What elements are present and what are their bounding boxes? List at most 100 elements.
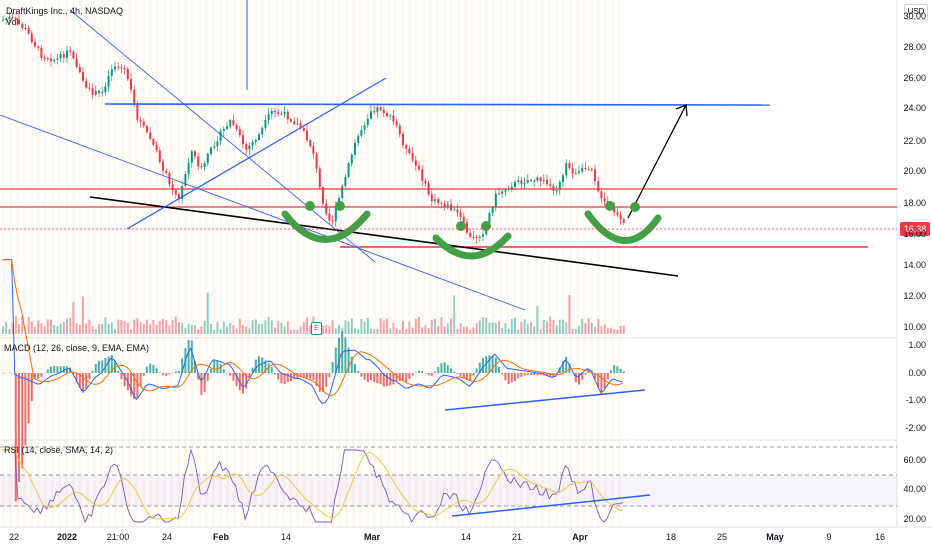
macd-histogram-bar	[414, 372, 417, 374]
candle-body	[478, 236, 481, 238]
session-stripe	[170, 0, 173, 527]
volume-bar	[469, 329, 472, 334]
volume-bar	[286, 321, 289, 334]
candle-body	[133, 89, 136, 106]
volume-bar	[107, 324, 110, 334]
session-stripe	[415, 0, 418, 527]
candle-body	[350, 154, 353, 164]
macd-trendline	[444, 389, 646, 411]
session-stripe	[401, 0, 404, 527]
volume-bar	[104, 317, 107, 334]
session-stripe	[107, 0, 110, 527]
candle-body	[286, 111, 289, 120]
candle-body	[181, 186, 184, 200]
candle-body	[306, 130, 308, 141]
candle-body	[210, 147, 212, 154]
macd-histogram-bar	[562, 361, 564, 373]
macd-histogram-bar	[568, 363, 571, 373]
volume-bar	[549, 316, 552, 334]
session-stripe	[366, 0, 369, 527]
axis-tick-label: 18.00	[903, 198, 926, 208]
candle-body	[395, 121, 398, 126]
candle-body	[613, 206, 616, 213]
macd-histogram-bar	[232, 373, 235, 381]
axis-date-label: 14	[280, 532, 292, 542]
macd-histogram-bar	[597, 373, 600, 388]
session-stripe	[443, 0, 446, 527]
macd-histogram-bar	[8, 372, 11, 374]
macd-histogram-bar	[453, 371, 456, 373]
currency-button[interactable]: USD	[904, 4, 928, 20]
earnings-badge[interactable]: E	[311, 322, 322, 335]
axis-date-label: 21	[511, 532, 523, 542]
volume-bar	[117, 319, 120, 334]
candle-body	[392, 115, 395, 122]
candle-body	[50, 58, 52, 62]
volume-bar	[229, 323, 232, 334]
macd-histogram-bar	[530, 373, 532, 375]
macd-histogram-bar	[606, 373, 609, 380]
session-stripe	[205, 0, 208, 527]
drawings[interactable]	[0, 0, 897, 517]
volume-bar	[542, 319, 545, 334]
macd-histogram-bar	[514, 373, 516, 381]
session-stripe	[247, 0, 250, 527]
session-stripe	[597, 0, 600, 527]
candle-body	[27, 27, 30, 34]
macd-histogram-bar	[347, 347, 350, 373]
candle-body	[594, 169, 596, 182]
volume-bar	[296, 329, 299, 334]
volume-bar	[21, 316, 24, 334]
candle-body	[59, 53, 62, 59]
candle-body	[264, 119, 267, 128]
macd-histogram-bar	[18, 373, 20, 483]
macd-histogram-bar	[338, 337, 340, 373]
volume-bar	[110, 322, 113, 334]
volume-bar	[587, 318, 590, 334]
candle-body	[11, 17, 14, 19]
macd-histogram-bar	[222, 369, 225, 373]
candle-body	[533, 180, 536, 182]
candle-body	[75, 58, 78, 67]
macd-histogram-bar	[171, 372, 174, 374]
volume-bar	[395, 328, 398, 334]
macd-histogram-bar	[242, 373, 244, 394]
volume-bar	[552, 319, 555, 334]
volume-bar	[584, 323, 587, 334]
macd-histogram-bar	[146, 366, 148, 373]
candle-body	[386, 112, 388, 117]
axis-date-label: 9	[826, 532, 832, 542]
session-stripe	[478, 0, 481, 527]
session-stripe	[261, 0, 264, 527]
macd-histogram-bar	[546, 373, 548, 377]
volume-bar	[414, 318, 417, 334]
macd-histogram-bar	[155, 368, 158, 373]
volume-bar	[14, 316, 17, 334]
volume-bar	[520, 321, 523, 334]
session-stripe	[527, 0, 530, 527]
session-stripe	[282, 0, 285, 527]
session-stripe	[373, 0, 376, 527]
session-stripe	[268, 0, 271, 527]
volume-bar	[206, 292, 209, 334]
candle-body	[619, 214, 622, 220]
session-stripe	[51, 0, 54, 527]
session-stripe	[86, 0, 89, 527]
volume-bar	[197, 329, 200, 334]
candle-body	[315, 153, 318, 169]
axis-date-label: 18	[665, 532, 677, 542]
macd-histogram-bar	[50, 366, 52, 373]
macd-histogram-bar	[267, 363, 270, 373]
candle-body	[414, 160, 417, 166]
candle-body	[34, 41, 36, 47]
volume-bar	[376, 328, 379, 334]
candle-body	[498, 193, 500, 195]
macd-histogram-bar	[328, 373, 331, 378]
session-stripe	[506, 0, 509, 527]
candle-body	[446, 204, 449, 207]
volume-bar	[530, 321, 532, 334]
volume-bar	[606, 328, 609, 334]
macd-histogram-bar	[123, 373, 126, 387]
candle-body	[408, 148, 411, 154]
